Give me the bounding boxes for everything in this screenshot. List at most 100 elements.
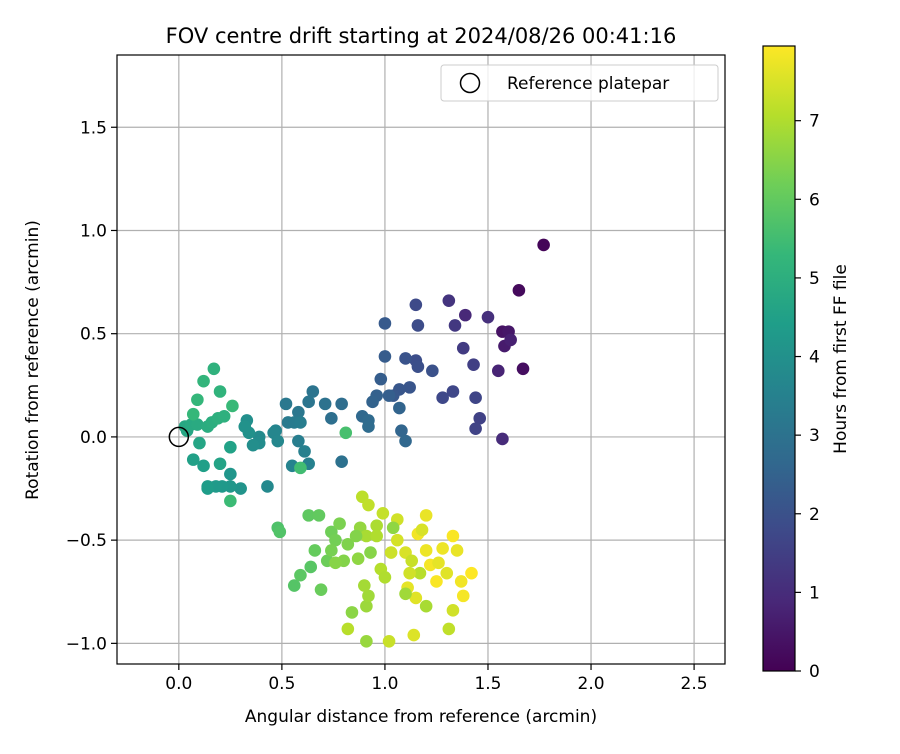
data-point [516,362,530,376]
data-point [440,566,454,580]
data-point [430,575,443,588]
data-point [335,455,348,468]
data-point [325,544,338,557]
data-point [419,599,433,613]
data-point [409,298,423,312]
data-point [407,628,421,642]
x-tick-label: 2.5 [681,674,708,694]
data-point [341,537,355,551]
data-point [409,591,423,605]
legend-label: Reference platepar [507,74,669,94]
data-point [481,310,495,324]
data-point [364,546,377,559]
plot-frame [116,54,726,665]
data-point [399,434,412,448]
data-point [366,395,379,409]
data-point [537,238,550,252]
data-point [382,389,396,402]
y-axis-ticks: −1.0 −0.5 0.0 0.5 1.0 1.5 [66,118,117,654]
data-point [413,566,427,580]
data-point [191,393,204,407]
data-point [224,494,237,508]
data-point [294,416,307,429]
y-tick-label: 1.5 [80,118,107,138]
x-tick-label: 0.0 [165,674,192,694]
data-point [362,589,375,603]
data-point [403,381,416,394]
data-points [178,238,550,648]
data-point [304,560,318,574]
x-tick-label: 1.0 [371,674,398,694]
data-point [226,399,239,413]
data-point [370,529,383,543]
colorbar-tick-label: 2 [809,505,820,525]
data-point [197,459,210,473]
data-point [279,397,293,411]
data-point [312,509,326,522]
data-point [339,426,353,440]
data-point [442,294,456,307]
data-point [419,509,433,522]
data-point [349,529,363,543]
data-point [302,509,315,522]
y-axis-label: Rotation from reference (arcmin) [23,220,43,500]
data-point [197,374,210,388]
colorbar-tick-label: 3 [809,426,820,446]
data-point [345,606,359,619]
data-point [261,480,274,493]
colorbar-tick-label: 5 [809,269,820,289]
data-point [298,445,311,458]
data-point [382,634,396,648]
data-point [467,358,480,371]
data-point [469,391,482,404]
data-point [426,364,439,378]
data-point [465,566,478,580]
data-point [446,604,460,617]
data-point [246,438,260,452]
data-point [378,570,392,584]
colorbar-tick-label: 7 [809,112,820,132]
data-point [224,467,237,481]
reference-marker-layer [168,426,190,448]
data-point [360,634,373,648]
data-point [378,350,392,363]
data-point [224,440,237,454]
data-point [238,420,252,433]
grid [117,55,725,664]
data-point [399,352,412,365]
data-point [370,519,383,532]
data-point [450,544,464,557]
data-point [454,575,468,588]
data-point [491,364,505,378]
data-point [374,372,388,386]
colorbar-tick-label: 0 [809,662,820,682]
data-point [207,362,221,376]
data-point [473,412,487,425]
data-point [399,587,412,601]
data-point [325,412,338,425]
colorbar: 0 1 2 3 4 5 6 7 Hours from first FF file [762,45,851,682]
colorbar-tick-label: 1 [809,583,820,603]
data-point [234,482,247,495]
data-point [376,506,390,520]
legend-marker [459,72,481,94]
data-point [341,622,355,636]
data-point [292,405,305,419]
colorbar-gradient [762,45,796,672]
data-point [213,385,227,398]
data-point [302,395,315,409]
data-point [442,622,456,636]
x-tick-label: 0.5 [268,674,295,694]
x-tick-label: 2.0 [578,674,605,694]
data-point [186,453,200,466]
y-tick-label: −0.5 [66,531,107,551]
colorbar-ticks: 0 1 2 3 4 5 6 7 [795,112,820,682]
data-point [292,434,305,448]
colorbar-label: Hours from first FF file [831,264,851,454]
y-tick-label: −1.0 [66,634,107,654]
data-point [393,401,406,415]
data-point [271,434,285,448]
data-point [512,284,526,297]
